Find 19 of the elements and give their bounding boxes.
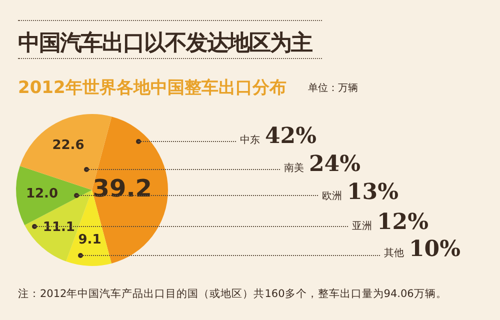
slice-label: 南美 [284, 163, 304, 174]
chart-title: 中国汽车出口以不发达地区为主 [18, 30, 312, 58]
slice-label: 其他 [384, 248, 404, 259]
text: 13% [347, 179, 399, 205]
data-label: 22.6 [52, 138, 84, 154]
text: 12% [377, 209, 429, 235]
text: 单位：万辆 [308, 82, 358, 95]
slice-label: 欧洲 [322, 191, 342, 202]
data-label: 39.2 [92, 174, 152, 202]
slice-label: 中东 [240, 135, 260, 146]
text: 24% [309, 151, 361, 177]
data-label: 9.1 [78, 232, 102, 248]
data-label: 11.1 [42, 220, 75, 236]
chart-subtitle: 2012年世界各地中国整车出口分布 [18, 77, 286, 99]
data-label: 12.0 [26, 186, 58, 202]
slice-label: 亚洲 [352, 221, 372, 232]
text: 42% [265, 123, 317, 149]
text: 10% [409, 236, 461, 262]
text: 注：2012年中国汽车产品出口目的国（或地区）共160多个，整车出口量为94.06万辆。 [18, 287, 447, 301]
